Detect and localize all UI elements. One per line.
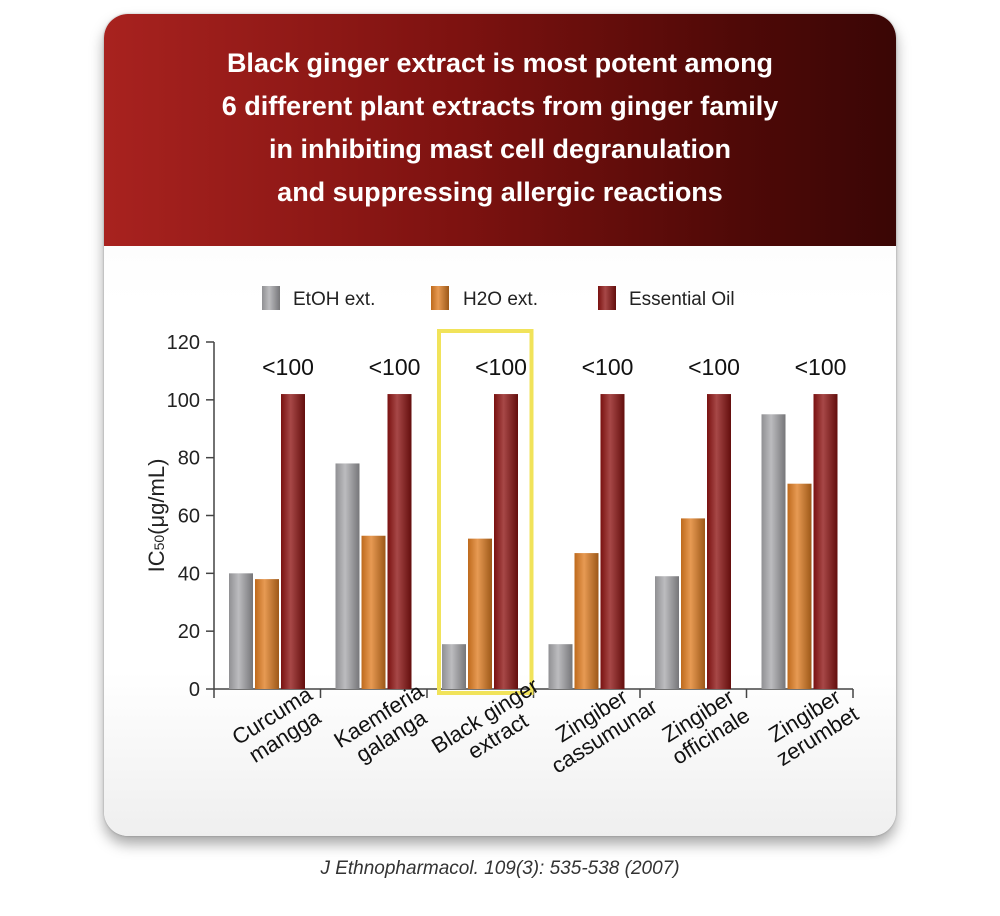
y-axis-label-main: IC <box>144 550 169 572</box>
legend-label: Essential Oil <box>629 289 735 310</box>
bar-annotation: <100 <box>582 354 634 380</box>
x-category-label: Zingiberzerumbet <box>759 681 863 771</box>
y-tick-label: 100 <box>167 390 200 412</box>
bar-annotation: <100 <box>262 354 314 380</box>
y-tick-label: 120 <box>167 332 200 354</box>
y-tick-label: 80 <box>178 448 200 470</box>
legend-swatch <box>431 286 449 310</box>
bar-oil <box>494 394 518 689</box>
y-tick-label: 60 <box>178 506 200 528</box>
bar-etoh <box>761 414 786 689</box>
bar-h2o <box>468 538 492 689</box>
y-tick-label: 0 <box>189 679 200 701</box>
bar-annotation: <100 <box>369 354 421 380</box>
bar-h2o <box>574 553 599 689</box>
banner-line: 6 different plant extracts from ginger f… <box>221 91 779 121</box>
bar-etoh <box>442 644 466 689</box>
banner-line: and suppressing allergic reactions <box>277 177 723 207</box>
bar-etoh <box>335 463 360 689</box>
x-category-label: Kaemferiagalanga <box>329 678 441 773</box>
bar-h2o <box>787 483 812 689</box>
title-banner: Black ginger extract is most potent amon… <box>104 14 896 246</box>
x-category-label: Curcumamangga <box>228 681 330 770</box>
y-axis-label-subscript: 50 <box>151 535 167 551</box>
y-axis-label: IC50(μg/mL) <box>144 459 169 573</box>
bar-annotation: <100 <box>795 354 847 380</box>
legend-swatch <box>598 286 616 310</box>
banner-title: Black ginger extract is most potent amon… <box>120 42 880 214</box>
bar-oil <box>707 394 731 689</box>
legend-label: EtOH ext. <box>293 289 375 310</box>
x-category-label: Zingiberofficinale <box>655 682 754 769</box>
bar-h2o <box>255 579 279 689</box>
bar-oil <box>813 394 838 689</box>
legend-label: H2O ext. <box>463 289 538 310</box>
bar-etoh <box>229 573 253 689</box>
legend-swatch <box>262 286 280 310</box>
banner-line: in inhibiting mast cell degranulation <box>268 134 732 164</box>
bar-oil <box>600 394 625 689</box>
bar-h2o <box>681 518 705 689</box>
bar-oil <box>281 394 305 689</box>
bar-annotation: <100 <box>688 354 740 380</box>
bar-etoh <box>548 644 573 689</box>
y-tick-label: 20 <box>178 621 200 643</box>
bar-oil <box>387 394 412 689</box>
y-axis-label-unit: (μg/mL) <box>144 459 169 535</box>
bar-etoh <box>655 576 679 689</box>
bar-annotation: <100 <box>475 354 527 380</box>
bar-h2o <box>361 535 386 689</box>
banner-line: Black ginger extract is most potent amon… <box>226 48 774 78</box>
y-tick-label: 40 <box>178 563 200 585</box>
highlight-box <box>437 329 534 695</box>
citation: J Ethnopharmacol. 109(3): 535-538 (2007) <box>320 858 680 879</box>
